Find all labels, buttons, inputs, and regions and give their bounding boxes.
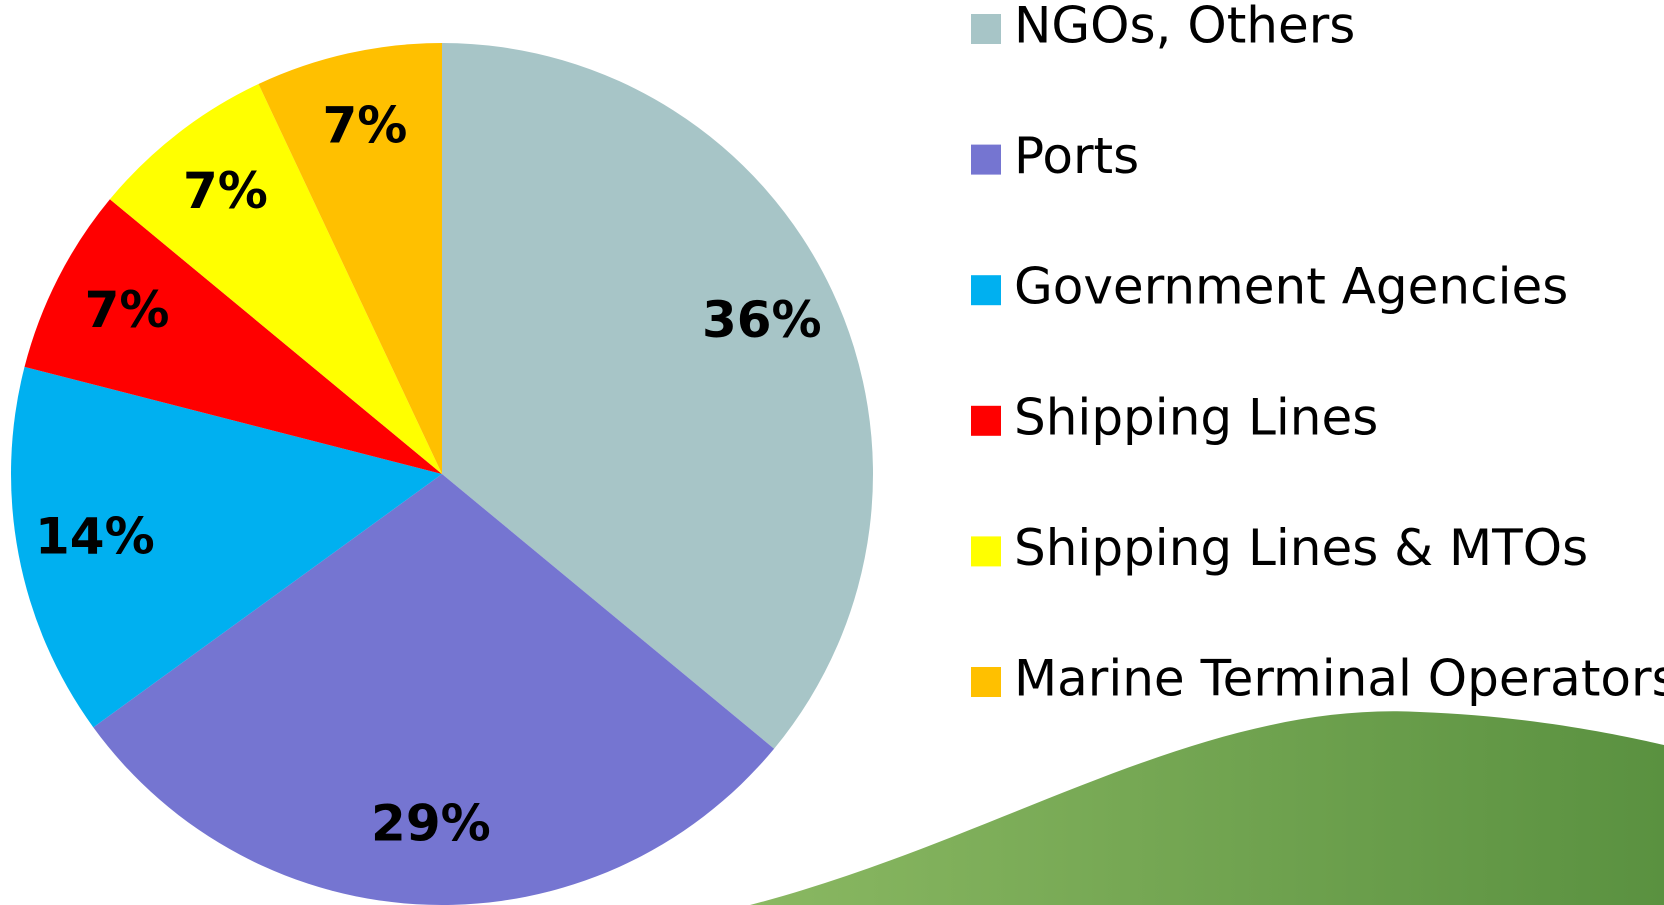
legend-label: NGOs, Others: [1014, 0, 1355, 55]
legend-label: Shipping Lines & MTOs: [1014, 519, 1588, 577]
data-label: 29%: [371, 795, 491, 853]
legend: NGOs, Others Ports Government Agencies Ship…: [971, 0, 1664, 708]
legend-label: Government Agencies: [1014, 258, 1568, 316]
legend-swatch: [971, 275, 1001, 305]
data-label: 7%: [85, 281, 170, 339]
legend-swatch: [971, 14, 1001, 44]
legend-swatch: [971, 667, 1001, 697]
data-label: 36%: [702, 291, 822, 349]
legend-label: Shipping Lines: [1014, 388, 1378, 446]
legend-label: Marine Terminal Operators: [1014, 650, 1664, 708]
data-label: 7%: [183, 162, 268, 220]
chart: 36% 29% 14% 7% 7% 7% NGOs, Others Ports Governm…: [0, 0, 1664, 905]
page: 36% 29% 14% 7% 7% 7% NGOs, Others Ports Governm…: [0, 0, 1664, 905]
legend-label: Ports: [1014, 127, 1139, 185]
legend-swatch: [971, 406, 1001, 436]
data-label: 14%: [35, 508, 155, 566]
legend-swatch: [971, 145, 1001, 175]
pie: 36% 29% 14% 7% 7% 7%: [11, 43, 873, 905]
decorative-hill: [750, 711, 1664, 905]
legend-swatch: [971, 536, 1001, 566]
data-label: 7%: [322, 97, 407, 155]
